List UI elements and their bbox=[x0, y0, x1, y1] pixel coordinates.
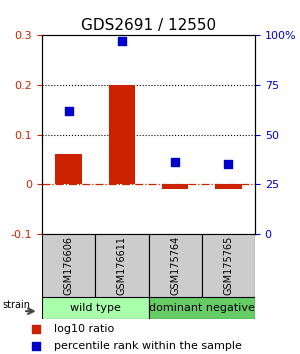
Text: GSM176606: GSM176606 bbox=[64, 236, 74, 295]
Bar bbox=[55, 154, 82, 184]
Bar bbox=[42, 234, 95, 297]
Bar bbox=[202, 234, 255, 297]
Text: wild type: wild type bbox=[70, 303, 121, 313]
Text: GSM176611: GSM176611 bbox=[117, 236, 127, 295]
Point bbox=[173, 159, 178, 165]
Point bbox=[66, 108, 71, 114]
Title: GDS2691 / 12550: GDS2691 / 12550 bbox=[81, 18, 216, 33]
Bar bbox=[148, 234, 202, 297]
Text: GSM175764: GSM175764 bbox=[170, 236, 180, 295]
Text: percentile rank within the sample: percentile rank within the sample bbox=[54, 341, 242, 351]
Text: dominant negative: dominant negative bbox=[149, 303, 255, 313]
Point bbox=[119, 39, 124, 44]
Bar bbox=[148, 297, 255, 319]
Bar bbox=[162, 184, 188, 189]
Bar bbox=[109, 85, 135, 184]
Bar bbox=[42, 297, 148, 319]
Bar bbox=[215, 184, 242, 189]
Text: log10 ratio: log10 ratio bbox=[54, 324, 114, 333]
Bar bbox=[95, 234, 148, 297]
Text: GSM175765: GSM175765 bbox=[224, 236, 233, 295]
Text: strain: strain bbox=[2, 300, 30, 310]
Point bbox=[226, 161, 231, 167]
